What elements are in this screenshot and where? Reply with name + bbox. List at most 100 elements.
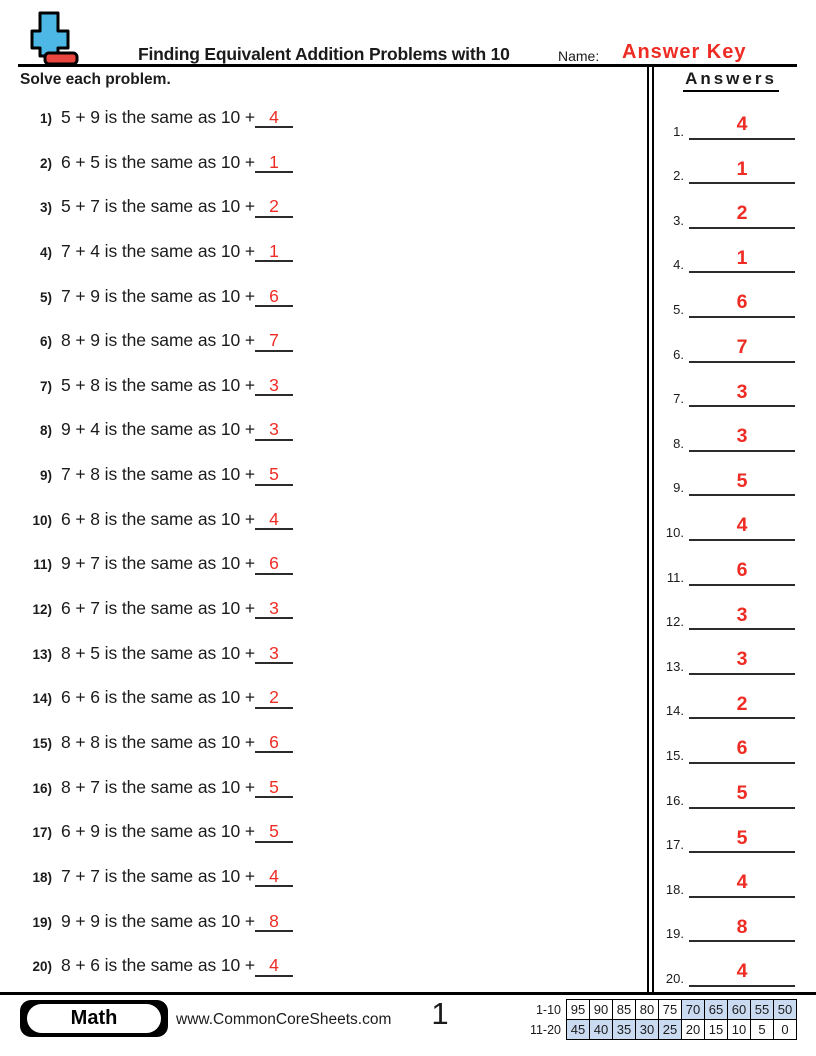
answers-column: Answers 1. 4 2. 1 3. 2 4. 1 5. 6 6. 7 7. 3 8. 3 … — [655, 69, 807, 987]
answer-line: 2 — [689, 204, 795, 229]
page-title: Finding Equivalent Addition Problems wit… — [138, 44, 510, 64]
problem-row: 17) 6 + 9 is the same as 10 +5 — [22, 809, 622, 854]
answer-row: 13. 3 — [655, 630, 807, 675]
problem-number: 11) — [33, 557, 52, 573]
answer-line: 7 — [689, 338, 795, 363]
score-cell: 40 — [589, 1019, 613, 1040]
answer-value: 8 — [736, 915, 748, 938]
answer-value: 1 — [736, 157, 748, 180]
answer-line: 5 — [689, 469, 795, 497]
subject-badge: Math — [20, 1000, 168, 1037]
website-text: www.CommonCoreSheets.com — [176, 1011, 392, 1028]
answer-value: 2 — [736, 202, 748, 225]
answer-number: 4. — [673, 257, 684, 273]
problem-answer-blank: 2 — [255, 688, 294, 709]
answer-value: 5 — [736, 782, 748, 804]
problem-number: 5) — [39, 289, 52, 305]
problem-answer-blank: 2 — [255, 197, 294, 218]
answer-number: 19. — [665, 926, 684, 942]
header-rule — [18, 64, 797, 67]
score-cell: 75 — [658, 999, 682, 1020]
answer-line: 3 — [689, 603, 795, 631]
answer-row: 4. 1 — [655, 229, 807, 274]
problem-answer-blank: 6 — [255, 733, 294, 754]
problem-text: 6 + 9 is the same as 10 + — [61, 821, 256, 842]
answer-number: 18. — [665, 881, 684, 897]
answer-number: 5. — [673, 302, 684, 318]
score-cell: 55 — [750, 999, 774, 1020]
answers-list: 1. 4 2. 1 3. 2 4. 1 5. 6 6. 7 7. 3 8. 3 9. 5 10. 4… — [655, 95, 807, 987]
problem-answer-blank: 1 — [255, 152, 294, 174]
answer-line: 5 — [689, 782, 795, 809]
answer-value: 6 — [736, 559, 748, 582]
answer-row: 18. 4 — [655, 853, 807, 898]
problem-row: 2) 6 + 5 is the same as 10 +1 — [22, 140, 622, 185]
answer-row: 20. 4 — [655, 942, 807, 987]
problem-row: 7) 5 + 8 is the same as 10 +3 — [22, 363, 622, 408]
answer-number: 1. — [673, 123, 684, 139]
problem-number: 17) — [32, 825, 52, 841]
answer-row: 11. 6 — [655, 541, 807, 586]
answer-number: 3. — [673, 212, 684, 228]
answer-value: 1 — [736, 246, 748, 269]
answer-value: 7 — [736, 336, 748, 359]
score-cell: 45 — [566, 1019, 590, 1040]
problem-answer-blank: 5 — [255, 822, 294, 843]
answer-number: 9. — [673, 480, 684, 496]
problem-text: 8 + 5 is the same as 10 + — [61, 642, 256, 663]
score-cell: 65 — [704, 999, 728, 1020]
problem-text: 7 + 7 is the same as 10 + — [61, 865, 256, 886]
answer-row: 14. 2 — [655, 675, 807, 720]
name-label: Name: — [558, 48, 600, 64]
score-row-2: 11-20 45 40 35 30 25 20 15 10 5 0 — [530, 1019, 797, 1040]
plus-minus-logo-icon — [30, 11, 79, 66]
score-cell: 15 — [704, 1019, 728, 1040]
score-cell: 95 — [566, 999, 590, 1020]
answer-row: 3. 2 — [655, 184, 807, 229]
answer-line: 4 — [689, 962, 795, 987]
answer-row: 1. 4 — [655, 95, 807, 140]
answer-number: 17. — [665, 837, 684, 853]
problem-answer-blank: 3 — [255, 375, 294, 397]
problem-text: 7 + 4 is the same as 10 + — [61, 240, 256, 261]
answer-value: 3 — [736, 648, 748, 671]
answer-row: 2. 1 — [655, 140, 807, 185]
problem-answer-blank: 4 — [255, 509, 294, 531]
answer-row: 10. 4 — [655, 496, 807, 541]
subject-badge-label: Math — [27, 1004, 161, 1033]
problem-answer-blank: 4 — [255, 867, 294, 888]
problem-row: 11) 9 + 7 is the same as 10 +6 — [22, 541, 622, 586]
answer-line: 5 — [689, 828, 795, 854]
problem-number: 10) — [32, 512, 52, 528]
problem-row: 4) 7 + 4 is the same as 10 +1 — [22, 229, 622, 274]
problem-text: 7 + 9 is the same as 10 + — [61, 285, 256, 306]
problem-row: 16) 8 + 7 is the same as 10 +5 — [22, 765, 622, 810]
answer-row: 6. 7 — [655, 318, 807, 363]
problem-answer-blank: 6 — [255, 554, 294, 575]
problem-answer-blank: 4 — [255, 108, 294, 129]
answer-line: 2 — [689, 694, 795, 720]
problem-answer-blank: 4 — [255, 956, 294, 977]
score-cell: 0 — [773, 1019, 797, 1040]
problem-row: 18) 7 + 7 is the same as 10 +4 — [22, 854, 622, 899]
problem-answer-blank: 7 — [255, 331, 294, 352]
problem-row: 15) 8 + 8 is the same as 10 +6 — [22, 720, 622, 765]
score-cell: 70 — [681, 999, 705, 1020]
problem-row: 6) 8 + 9 is the same as 10 +7 — [22, 318, 622, 363]
problem-text: 5 + 9 is the same as 10 + — [61, 107, 256, 127]
answer-value: 5 — [736, 469, 748, 492]
problem-row: 3) 5 + 7 is the same as 10 +2 — [22, 184, 622, 229]
column-divider — [647, 67, 654, 992]
score-table: 1-10 95 90 85 80 75 70 65 60 55 50 11-20… — [530, 999, 797, 1040]
answer-line: 1 — [689, 157, 795, 185]
score-cell: 10 — [727, 1019, 751, 1040]
problem-text: 5 + 8 is the same as 10 + — [61, 374, 256, 395]
problem-row: 14) 6 + 6 is the same as 10 +2 — [22, 675, 622, 720]
answer-value: 3 — [736, 603, 748, 626]
answer-number: 6. — [673, 346, 684, 362]
answer-line: 6 — [689, 739, 795, 764]
answer-row: 12. 3 — [655, 586, 807, 631]
problem-number: 16) — [32, 780, 52, 796]
answer-line: 4 — [689, 115, 795, 140]
score-cell: 25 — [658, 1019, 682, 1040]
